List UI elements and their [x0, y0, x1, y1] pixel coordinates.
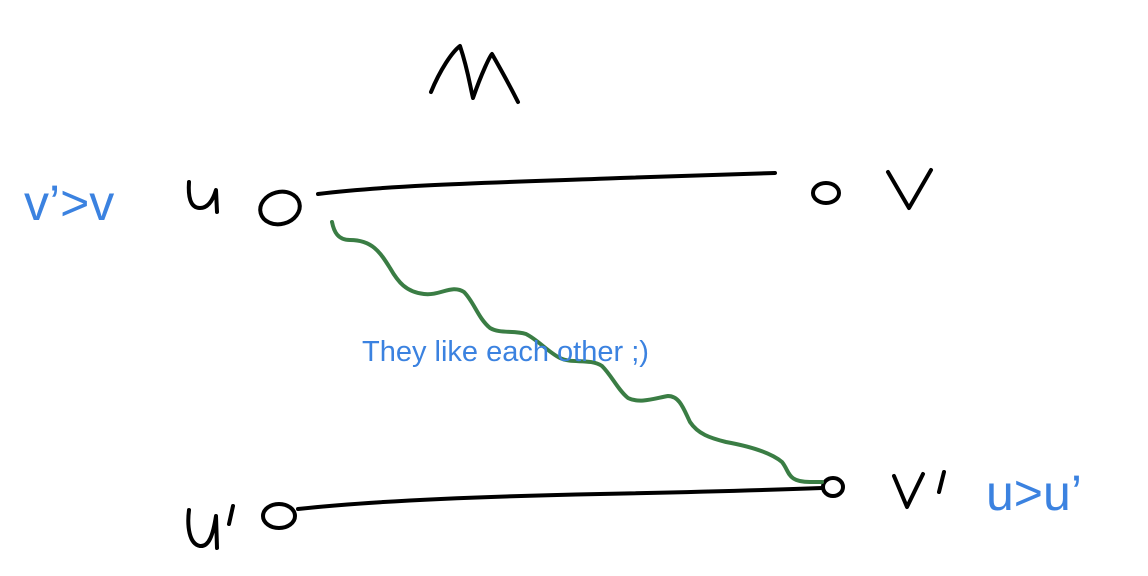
relation-annotation: They like each other ;) [362, 336, 649, 368]
node-v-glyph [886, 168, 933, 210]
matching-edge-u-v [316, 171, 777, 196]
node-v-prime-circle [821, 476, 845, 498]
matching-edge-u-prime-v-prime [296, 486, 824, 511]
node-v-prime-glyph [892, 470, 946, 509]
node-u-prime-circle [261, 502, 297, 530]
node-v-circle [811, 181, 841, 205]
matching-label-glyph [429, 44, 520, 104]
node-u-glyph [186, 180, 219, 214]
node-u-circle [258, 189, 302, 227]
right-preference-annotation: u>u’ [986, 465, 1082, 521]
node-u-prime-glyph [186, 504, 235, 550]
left-preference-annotation: v’>v [24, 175, 114, 231]
mutual-preference-curve [330, 220, 824, 484]
